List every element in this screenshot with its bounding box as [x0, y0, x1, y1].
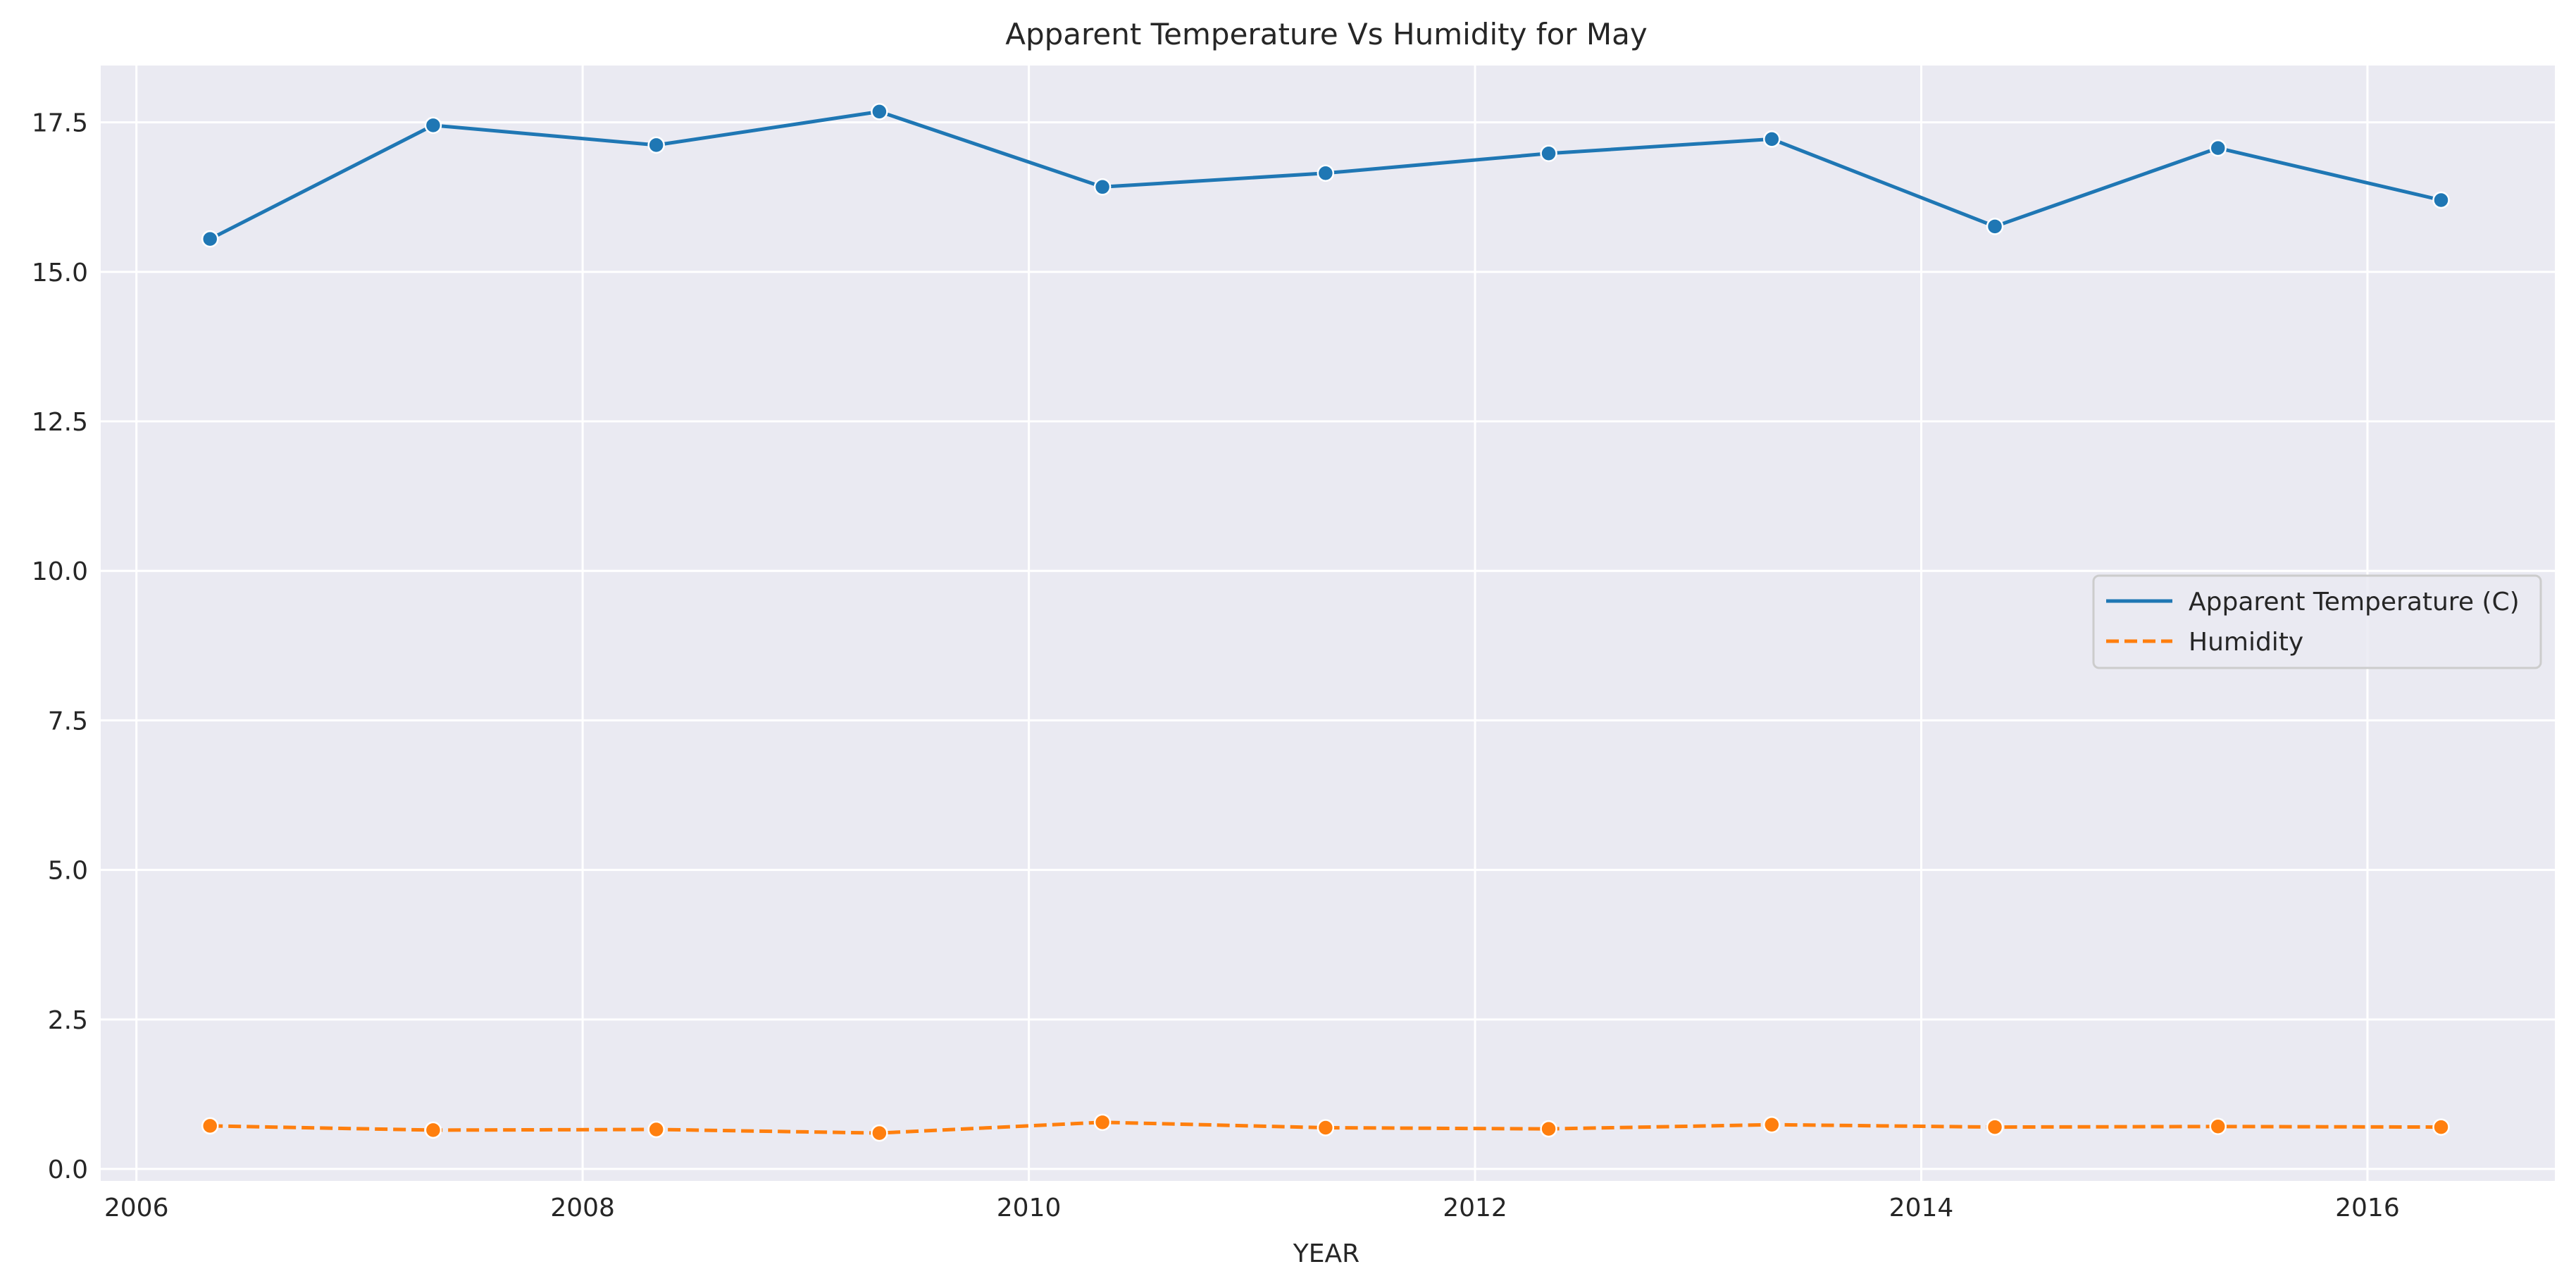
data-point-apparent-temperature-c [647, 136, 665, 154]
legend-box [2092, 574, 2542, 669]
y-tick-label: 7.5 [48, 707, 88, 736]
data-point-apparent-temperature-c [2209, 139, 2227, 157]
series-line-humidity [210, 1120, 2441, 1135]
data-point-humidity [424, 1121, 442, 1139]
y-tick-label: 10.0 [32, 557, 88, 586]
data-point-humidity [201, 1117, 219, 1135]
data-point-humidity [1317, 1119, 1335, 1137]
data-point-humidity [647, 1120, 665, 1139]
data-point-apparent-temperature-c [871, 103, 888, 120]
gridlines [101, 66, 2555, 1181]
x-tick-label: 2014 [1889, 1194, 1954, 1222]
data-point-apparent-temperature-c [1540, 144, 1557, 163]
x-tick-label: 2016 [2335, 1194, 2400, 1222]
x-tick-label: 2012 [1443, 1194, 1507, 1222]
data-point-humidity [1540, 1120, 1557, 1138]
data-point-humidity [1986, 1118, 2004, 1136]
x-tick-label: 2006 [104, 1194, 169, 1222]
data-point-humidity [1763, 1115, 1781, 1134]
data-point-apparent-temperature-c [2432, 191, 2450, 209]
legend-label-apparent-temperature: Apparent Temperature (C) [2189, 588, 2520, 617]
x-tick-label: 2010 [997, 1194, 1062, 1222]
data-point-humidity [1093, 1113, 1112, 1132]
data-point-apparent-temperature-c [1093, 178, 1112, 196]
data-point-apparent-temperature-c [1317, 164, 1335, 182]
data-point-humidity [2432, 1118, 2450, 1136]
data-point-apparent-temperature-c [201, 230, 219, 248]
y-tick-label: 0.0 [48, 1156, 88, 1184]
series-layer [201, 103, 2450, 1142]
data-point-humidity [871, 1124, 888, 1142]
data-point-humidity [2209, 1117, 2227, 1136]
legend-label-humidity: Humidity [2189, 628, 2303, 657]
data-point-apparent-temperature-c [424, 116, 442, 135]
x-axis-ticks: 2006 2008 2010 2012 2014 2016 [104, 1194, 2400, 1222]
y-tick-label: 17.5 [32, 109, 88, 138]
x-tick-label: 2008 [550, 1194, 615, 1222]
y-axis-ticks: 0.0 2.5 5.0 7.5 10.0 12.5 15.0 17.5 [32, 109, 88, 1184]
y-tick-label: 15.0 [32, 259, 88, 287]
data-point-apparent-temperature-c [1763, 130, 1781, 148]
chart-title: Apparent Temperature Vs Humidity for May [1005, 17, 1648, 51]
y-tick-label: 5.0 [48, 857, 88, 886]
data-point-apparent-temperature-c [1986, 218, 2004, 235]
y-tick-label: 12.5 [32, 408, 88, 437]
legend: Apparent Temperature (C) Humidity [2092, 574, 2542, 669]
y-tick-label: 2.5 [48, 1006, 88, 1035]
x-axis-label: YEAR [1293, 1239, 1359, 1268]
